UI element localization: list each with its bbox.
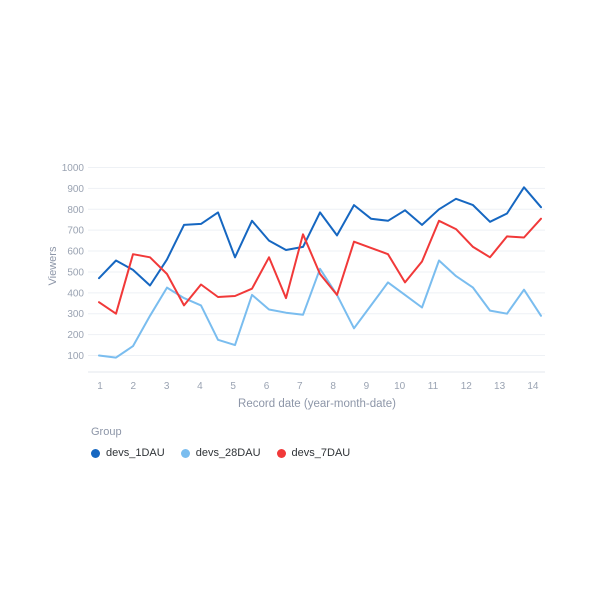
svg-text:100: 100	[67, 351, 84, 362]
y-axis-tick-labels: 100 200 300 400 500 600 700 800 900 1000	[62, 163, 85, 362]
svg-text:1: 1	[97, 381, 103, 392]
legend-dot-icon	[91, 448, 100, 458]
svg-text:200: 200	[67, 330, 84, 341]
legend-item-label: devs_28DAU	[195, 447, 261, 459]
svg-text:2: 2	[131, 381, 137, 392]
gridlines	[88, 167, 545, 373]
legend-item-label: devs_7DAU	[291, 447, 351, 459]
svg-text:400: 400	[67, 288, 84, 299]
svg-text:11: 11	[428, 381, 439, 392]
svg-text:900: 900	[67, 184, 84, 195]
legend-row: devs_1DAU devs_28DAU devs_7DAU	[91, 447, 350, 459]
svg-text:13: 13	[494, 381, 506, 392]
series-lines	[98, 186, 542, 359]
legend: Group devs_1DAU devs_28DAU devs_7DAU	[91, 426, 350, 459]
svg-text:300: 300	[67, 309, 84, 320]
svg-text:10: 10	[394, 381, 406, 392]
legend-dot-icon	[276, 448, 286, 458]
svg-text:3: 3	[164, 381, 170, 392]
svg-text:8: 8	[330, 381, 336, 392]
svg-text:4: 4	[197, 381, 203, 392]
legend-item-label: devs_1DAU	[106, 447, 165, 459]
svg-text:800: 800	[67, 205, 84, 216]
legend-title: Group	[91, 426, 122, 438]
legend-item-devs-28dau[interactable]: devs_28DAU	[180, 447, 261, 459]
svg-text:12: 12	[461, 381, 473, 392]
x-axis-tick-labels: 1 2 3 4 5 6 7 8 9 10 11 12 13 14	[97, 381, 539, 392]
svg-text:9: 9	[364, 381, 370, 392]
svg-text:5: 5	[230, 381, 236, 392]
svg-text:14: 14	[527, 381, 539, 392]
svg-text:1000: 1000	[62, 163, 85, 174]
svg-text:7: 7	[297, 381, 303, 392]
x-axis-title: Record date (year-month-date)	[238, 398, 396, 410]
y-axis-title: Viewers	[47, 246, 59, 285]
svg-text:500: 500	[67, 267, 84, 278]
legend-dot-icon	[180, 448, 190, 458]
legend-item-devs-1dau[interactable]: devs_1DAU	[91, 447, 165, 459]
svg-text:6: 6	[264, 381, 270, 392]
legend-item-devs-7dau[interactable]: devs_7DAU	[276, 447, 351, 459]
svg-text:600: 600	[67, 247, 84, 258]
svg-text:700: 700	[67, 226, 84, 237]
